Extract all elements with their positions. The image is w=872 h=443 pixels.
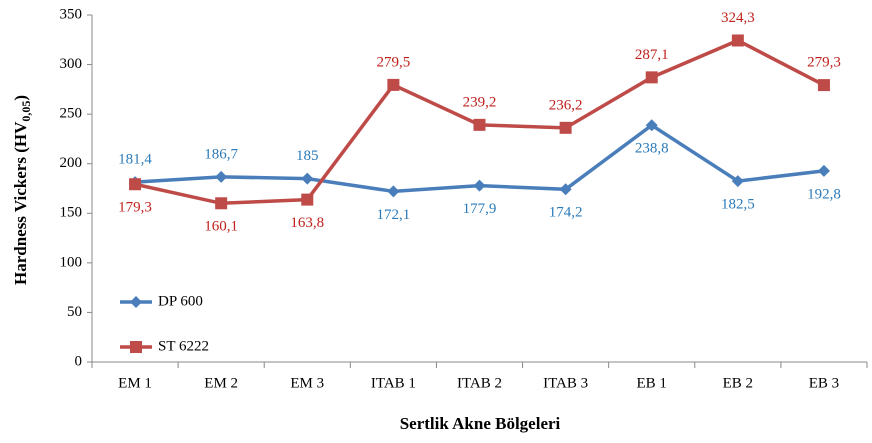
value-label: 238,8 [635, 141, 669, 157]
y-label-main: Hardness Vickers (HV [11, 121, 30, 285]
marker [301, 172, 314, 185]
y-tick-label: 100 [60, 254, 83, 270]
marker [130, 341, 142, 353]
value-label: 279,5 [377, 54, 411, 70]
value-label: 182,5 [721, 197, 755, 213]
x-tick-label: EM 2 [204, 375, 238, 391]
x-tick-label: EB 3 [809, 375, 839, 391]
marker [473, 118, 486, 131]
marker [130, 296, 142, 308]
y-tick-label: 50 [67, 304, 82, 320]
value-label: 324,3 [721, 10, 755, 26]
x-tick-label: ITAB 3 [543, 375, 588, 391]
legend-label: ST 6222 [158, 338, 209, 354]
marker [473, 179, 486, 192]
legend-label: DP 600 [158, 293, 203, 309]
value-label: 163,8 [290, 215, 324, 231]
marker [129, 178, 142, 191]
y-tick-label: 300 [60, 56, 83, 72]
value-label: 287,1 [635, 47, 669, 63]
marker [817, 79, 830, 92]
x-tick-label: EM 3 [290, 375, 324, 391]
x-tick-label: EM 1 [118, 375, 152, 391]
marker [645, 71, 658, 84]
marker [215, 197, 228, 210]
value-label: 236,2 [549, 97, 583, 113]
value-label: 239,2 [463, 94, 497, 110]
marker [387, 78, 400, 91]
value-label: 172,1 [377, 207, 411, 223]
y-tick-label: 350 [60, 6, 83, 22]
marker [559, 183, 572, 196]
marker [387, 185, 400, 198]
y-tick-label: 150 [60, 205, 83, 221]
y-label-end: ) [11, 95, 30, 101]
marker [645, 119, 658, 132]
y-axis-label: Hardness Vickers (HV0,05) [11, 95, 33, 285]
x-tick-label: ITAB 1 [371, 375, 416, 391]
y-tick-label: 200 [60, 155, 83, 171]
marker [817, 164, 830, 177]
x-axis-label: Sertlik Akne Bölgeleri [400, 414, 561, 433]
value-label: 177,9 [463, 201, 497, 217]
marker [301, 193, 314, 206]
value-label: 185 [296, 148, 319, 164]
value-label: 279,3 [807, 55, 841, 71]
y-label-sub: 0,05 [19, 101, 33, 122]
marker [731, 34, 744, 47]
y-tick-label: 250 [60, 106, 83, 122]
value-label: 181,4 [118, 152, 152, 168]
x-tick-label: EB 2 [723, 375, 753, 391]
value-label: 174,2 [549, 205, 583, 221]
y-tick-label: 0 [75, 353, 83, 369]
x-tick-label: EB 1 [637, 375, 667, 391]
value-label: 160,1 [204, 219, 238, 235]
value-label: 186,7 [204, 146, 238, 162]
x-tick-label: ITAB 2 [457, 375, 502, 391]
marker [559, 121, 572, 134]
marker [215, 170, 228, 183]
value-label: 192,8 [807, 186, 841, 202]
value-label: 179,3 [118, 200, 152, 216]
marker [731, 175, 744, 188]
